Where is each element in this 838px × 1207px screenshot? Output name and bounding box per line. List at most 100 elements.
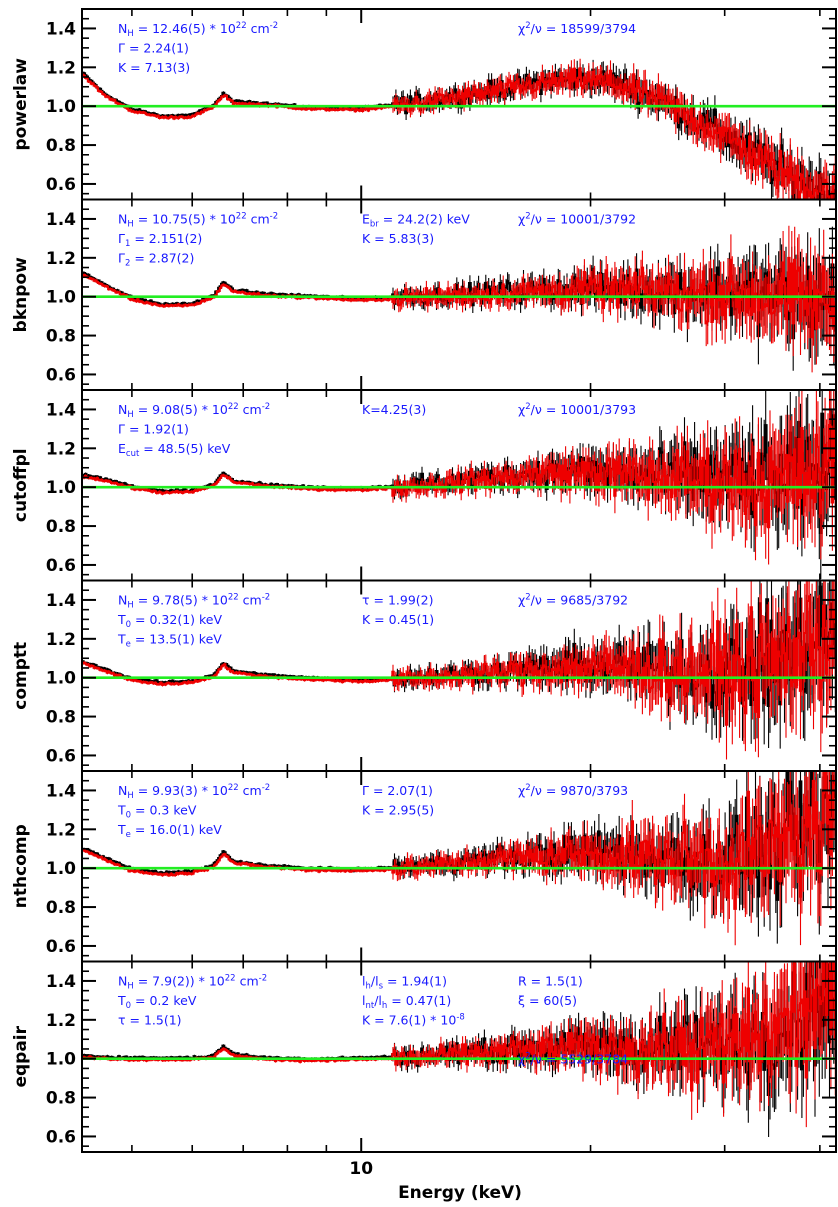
annotation-text: = 16.0(1) keV [131,822,222,837]
annotation-text: = 0.2 keV [131,993,197,1008]
panel-annotation: χ2/ν = 5529/3784 [518,1052,628,1067]
annotation-text: χ [518,21,525,36]
annotation-text: T [117,803,126,818]
panel-annotation: NH = 9.08(5) * 1022 cm-2 [118,402,270,420]
annotation-text: E [362,212,370,227]
annotation-superscript: 22 [228,402,239,412]
y-tick-label: 1.2 [46,1011,76,1031]
panel-annotation: χ2/ν = 9870/3793 [518,783,628,798]
annotation-text: R = 1.5(1) [518,974,583,989]
annotation-subscript: br [370,220,379,230]
y-tick-label: 1.4 [46,781,76,801]
annotation-text: = 9.78(5) * 10 [134,593,228,608]
annotation-text: χ [518,1052,525,1067]
annotation-subscript: H [127,29,133,39]
panel-annotation: K = 7.13(3) [118,60,190,75]
annotation-text: /ν = 10001/3792 [531,212,636,227]
annotation-superscript: 22 [236,212,247,222]
annotation-superscript: 2 [525,783,530,793]
annotation-text: E [118,441,126,456]
annotation-text: cm [239,783,262,798]
annotation-text: = 1.94(1) [383,974,447,989]
annotation-text: χ [518,593,525,608]
annotation-text: = 12.46(5) * 10 [134,21,236,36]
panel-data [82,225,836,373]
panel-data [82,771,836,946]
annotation-text: = 10.75(5) * 10 [134,212,236,227]
panel-annotation: χ2/ν = 18599/3794 [518,21,636,36]
panel-annotation: R = 1.5(1) [518,974,583,989]
x-axis-label: Energy (keV) [398,1183,522,1203]
annotation-text: l [362,974,365,989]
x-tick-label: 10 [349,1159,373,1179]
y-tick-label: 1.0 [46,859,76,879]
annotation-text: cm [239,593,262,608]
annotation-text: N [118,212,127,227]
y-tick-label: 1.4 [46,400,76,420]
panel-annotation: K = 2.95(5) [362,803,434,818]
panel-cutoffpl: 0.6 0.8 1.0 1.2 1.4 cutoffpl NH = 9.08(5) * 10… [11,389,837,582]
y-tick-label: 1.4 [46,972,76,992]
annotation-superscript: -2 [262,593,270,603]
y-tick-label: 1.0 [46,288,76,308]
annotation-text: χ [518,402,525,417]
annotation-subscript: 0 [126,811,131,821]
annotation-text: cm [236,974,259,989]
annotation-text: /ν = 9870/3793 [531,783,628,798]
annotation-subscript: e [126,830,131,840]
annotation-text: τ = 1.5(1) [118,1013,182,1028]
annotation-text: χ [518,783,525,798]
annotation-text: N [118,974,127,989]
annotation-text: /l [374,993,382,1008]
panel-data [82,58,836,200]
annotation-text: Γ = 2.07(1) [362,783,433,798]
panel-data [82,580,836,760]
annotation-subscript: H [127,791,133,801]
y-tick-label: 0.6 [46,365,76,385]
panel-annotation: NH = 10.75(5) * 1022 cm-2 [118,212,278,230]
panel-annotation: τ = 1.5(1) [118,1013,182,1028]
y-tick-label: 1.0 [46,97,76,117]
y-tick-label: 0.6 [46,746,76,766]
y-tick-label: 1.4 [46,591,76,611]
annotation-text: ξ = 60(5) [518,993,577,1008]
y-tick-label: 1.2 [46,820,76,840]
y-tick-label: 1.4 [46,19,76,39]
annotation-text: K = 0.45(1) [362,612,434,627]
annotation-text: K = 2.95(5) [362,803,434,818]
annotation-superscript: -2 [270,21,278,31]
panel-frame [81,960,837,1153]
panel-annotation: Γ1 = 2.151(2) [118,231,202,249]
annotation-text: cm [247,212,270,227]
annotation-text: = 24.2(2) keV [379,212,470,227]
y-tick-label: 1.0 [46,478,76,498]
annotation-text: = 7.9(2)) * 10 [134,974,225,989]
annotation-superscript: -2 [262,783,270,793]
y-tick-label: 0.8 [46,136,76,156]
panel-ylabel: nthcomp [11,824,31,908]
panel-annotation: NH = 12.46(5) * 1022 cm-2 [118,21,278,39]
panel-annotation: T0 = 0.32(1) keV [117,612,222,630]
panel-ylabel: cutoffpl [11,448,31,522]
annotation-text: T [117,993,126,1008]
panel-powerlaw: 0.6 0.8 1.0 1.2 1.4 powerlaw NH = 12.46(5) * 1… [11,8,837,201]
data-b-ratio-line [82,67,836,200]
annotation-text: K=4.25(3) [362,402,426,417]
data-b-error-bars [82,580,836,760]
y-tick-label: 0.8 [46,517,76,537]
annotation-text: N [118,783,127,798]
annotation-text: /ν = 10001/3793 [531,402,636,417]
annotation-subscript: h [365,982,370,992]
y-tick-label: 1.2 [46,58,76,78]
y-tick-label: 1.0 [46,1050,76,1070]
annotation-superscript: 22 [236,21,247,31]
annotation-text: Γ = 1.92(1) [118,422,189,437]
annotation-subscript: h [382,1001,387,1011]
annotation-text: T [117,612,126,627]
y-tick-label: 1.0 [46,669,76,689]
y-tick-label: 0.8 [46,708,76,728]
panel-annotation: K = 5.83(3) [362,231,434,246]
